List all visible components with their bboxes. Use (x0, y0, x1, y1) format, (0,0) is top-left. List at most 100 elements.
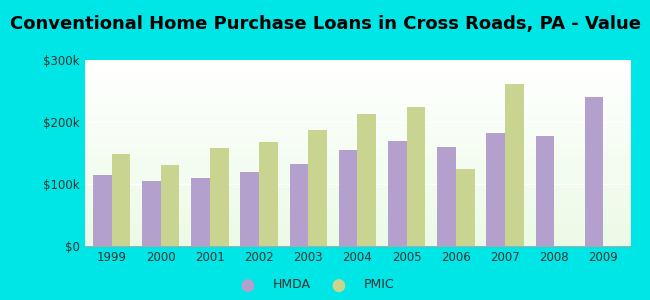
Bar (84, 204, 630, 205)
Bar (84, 138, 630, 139)
Bar (84, 141, 630, 142)
Bar (84, 173, 630, 174)
Bar (84, 75, 630, 76)
Bar (84, 139, 630, 140)
Text: ⬤: ⬤ (331, 278, 345, 292)
Bar (240, 172, 259, 246)
Bar (84, 115, 630, 116)
Bar (84, 97, 630, 98)
Bar (84, 221, 630, 222)
Bar (84, 117, 630, 118)
Bar (84, 103, 630, 104)
Bar (84, 124, 630, 125)
Bar (84, 120, 630, 122)
Bar (84, 60, 630, 61)
Bar (84, 199, 630, 200)
Bar (84, 217, 630, 218)
Bar (112, 154, 130, 246)
Text: PMIC: PMIC (364, 278, 395, 292)
Bar (84, 209, 630, 210)
Bar (84, 229, 630, 230)
Bar (84, 171, 630, 172)
Bar (84, 76, 630, 77)
Bar (358, 114, 376, 246)
Bar (84, 80, 630, 81)
Bar (84, 205, 630, 206)
Bar (84, 110, 630, 111)
Bar (84, 230, 630, 231)
Bar (84, 154, 630, 155)
Bar (84, 183, 630, 184)
Bar (84, 180, 630, 181)
Bar (84, 67, 630, 68)
Bar (486, 133, 505, 246)
Bar (84, 175, 630, 176)
Bar (84, 71, 630, 72)
Bar (259, 142, 278, 246)
Bar (84, 159, 630, 160)
Bar (84, 94, 630, 95)
Bar (93, 175, 112, 246)
Bar (84, 95, 630, 96)
Bar (290, 164, 308, 246)
Text: ⬤: ⬤ (240, 278, 254, 292)
Bar (84, 149, 630, 150)
Bar (84, 137, 630, 138)
Bar (84, 170, 630, 171)
Bar (84, 166, 630, 167)
Bar (84, 218, 630, 219)
Bar (84, 64, 630, 66)
Bar (407, 106, 425, 246)
Bar (84, 68, 630, 69)
Bar (161, 165, 179, 246)
Bar (84, 125, 630, 126)
Bar (84, 207, 630, 208)
Bar (84, 104, 630, 105)
Bar (84, 224, 630, 225)
Bar (84, 92, 630, 94)
Bar (84, 118, 630, 119)
Bar (84, 61, 630, 62)
Bar (84, 130, 630, 131)
Bar (308, 130, 327, 246)
Bar (84, 145, 630, 146)
Bar (84, 62, 630, 63)
Bar (84, 85, 630, 86)
Bar (84, 66, 630, 67)
Bar (339, 150, 358, 246)
Bar (84, 123, 630, 124)
Bar (84, 155, 630, 156)
Bar (84, 177, 630, 178)
Bar (84, 169, 630, 170)
Bar (84, 89, 630, 90)
Bar (84, 214, 630, 215)
Bar (84, 187, 630, 188)
Bar (585, 97, 603, 246)
Bar (84, 193, 630, 194)
Bar (84, 223, 630, 224)
Bar (84, 216, 630, 217)
Bar (84, 228, 630, 229)
Bar (84, 168, 630, 169)
Bar (84, 107, 630, 108)
Bar (84, 192, 630, 193)
Bar (505, 84, 524, 246)
Bar (84, 203, 630, 204)
Bar (84, 140, 630, 141)
Bar (84, 70, 630, 71)
Bar (84, 116, 630, 117)
Bar (84, 99, 630, 100)
Bar (84, 135, 630, 136)
Bar (84, 202, 630, 203)
Bar (84, 195, 630, 196)
Bar (84, 233, 630, 234)
Bar (191, 178, 210, 246)
Bar (84, 234, 630, 235)
Bar (84, 191, 630, 192)
Bar (84, 63, 630, 64)
Bar (84, 128, 630, 129)
Bar (84, 189, 630, 190)
Bar (84, 242, 630, 243)
Bar (84, 106, 630, 107)
Bar (84, 122, 630, 123)
